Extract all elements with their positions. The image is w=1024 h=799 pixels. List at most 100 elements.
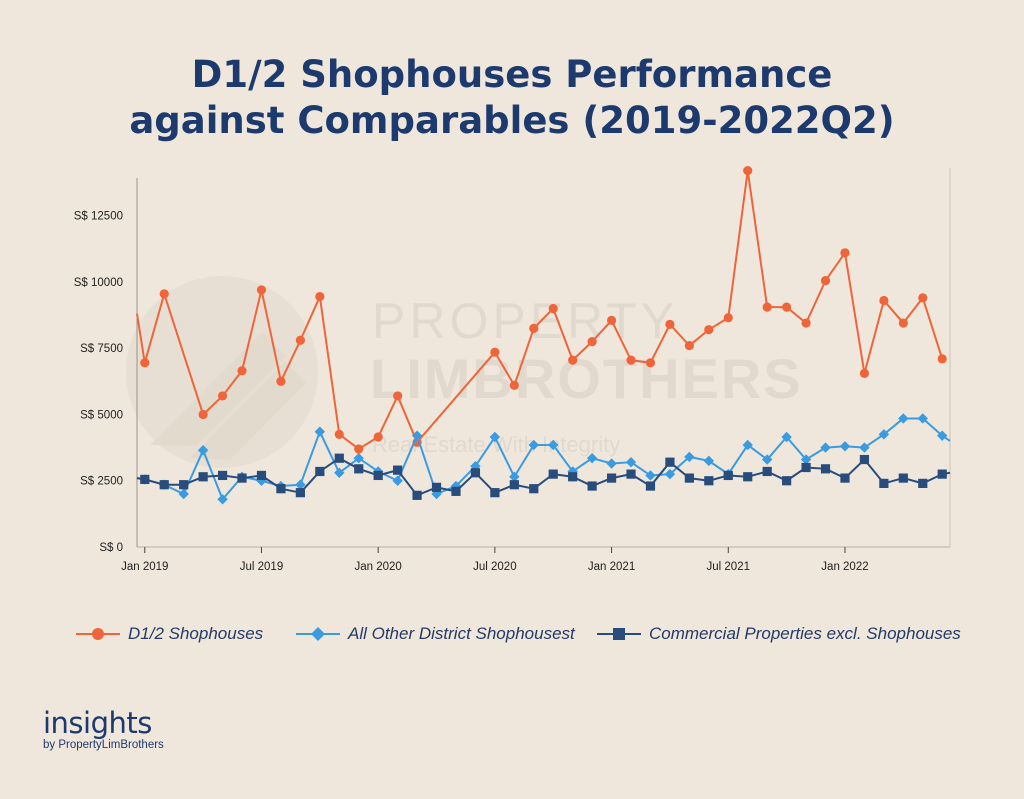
data-point-commercial bbox=[393, 465, 403, 475]
data-point-commercial bbox=[276, 484, 286, 494]
data-point-d12 bbox=[762, 302, 772, 312]
y-tick-label: S$ 5000 bbox=[80, 409, 123, 421]
legend-label-other-district: All Other District Shophousest bbox=[348, 624, 575, 643]
data-point-d12 bbox=[606, 315, 617, 325]
data-point-other-district bbox=[859, 442, 870, 453]
data-point-other-district bbox=[839, 441, 851, 452]
data-point-commercial bbox=[217, 470, 228, 481]
chart-series bbox=[136, 166, 951, 505]
data-point-other-district bbox=[625, 456, 637, 468]
data-point-d12 bbox=[276, 376, 286, 386]
data-point-commercial bbox=[470, 468, 481, 478]
data-point-commercial bbox=[490, 488, 500, 498]
watermark-logo-icon bbox=[126, 276, 318, 468]
data-point-commercial bbox=[723, 470, 733, 481]
data-point-commercial bbox=[159, 480, 169, 490]
data-point-commercial bbox=[782, 476, 792, 486]
data-point-d12 bbox=[509, 380, 519, 390]
data-point-d12 bbox=[295, 335, 305, 345]
watermark: PROPERTY LIMBROTHERS Real Estate With In… bbox=[126, 276, 801, 468]
y-tick-label: S$ 2500 bbox=[80, 476, 123, 488]
data-point-commercial bbox=[859, 454, 870, 465]
data-point-commercial bbox=[140, 474, 150, 485]
data-point-d12 bbox=[490, 347, 500, 357]
data-point-commercial bbox=[704, 476, 714, 486]
data-point-commercial bbox=[237, 473, 247, 483]
chart-title-line-1: D1/2 Shophouses Performance bbox=[191, 53, 833, 96]
data-point-other-district bbox=[781, 431, 792, 443]
data-point-d12 bbox=[334, 429, 344, 439]
data-point-other-district bbox=[295, 479, 306, 490]
chart-title: D1/2 Shophouses Performance against Comp… bbox=[0, 52, 1024, 144]
data-point-d12 bbox=[840, 248, 850, 258]
data-point-other-district bbox=[489, 431, 501, 443]
data-point-d12 bbox=[373, 432, 383, 442]
data-point-commercial bbox=[509, 480, 519, 490]
watermark-line-1: PROPERTY bbox=[372, 293, 678, 349]
data-point-d12 bbox=[898, 318, 908, 328]
data-point-other-district bbox=[548, 439, 559, 451]
data-point-commercial bbox=[295, 488, 305, 498]
data-point-other-district bbox=[645, 470, 656, 481]
data-point-other-district bbox=[917, 413, 928, 424]
data-point-commercial bbox=[820, 464, 831, 474]
chart-title-line-2: against Comparables (2019-2022Q2) bbox=[129, 99, 895, 142]
data-point-other-district bbox=[411, 430, 423, 441]
x-tick-label: Jan 2020 bbox=[355, 561, 402, 573]
data-point-d12 bbox=[645, 358, 656, 368]
legend-item-commercial: Commercial Properties excl. Shophouses bbox=[597, 624, 961, 644]
x-tick-label: Jul 2021 bbox=[707, 561, 750, 573]
data-point-other-district bbox=[586, 453, 598, 464]
data-point-other-district bbox=[898, 413, 909, 424]
data-point-d12 bbox=[587, 336, 597, 347]
legend-other-marker-icon bbox=[296, 627, 340, 641]
data-point-commercial bbox=[334, 453, 344, 463]
data-point-other-district bbox=[937, 430, 948, 441]
legend-label-commercial: Commercial Properties excl. Shophouses bbox=[649, 624, 961, 643]
data-point-other-district bbox=[197, 445, 209, 456]
data-point-commercial bbox=[431, 482, 442, 492]
data-point-other-district bbox=[528, 439, 539, 451]
legend-d12-marker-icon bbox=[76, 628, 120, 640]
data-point-commercial bbox=[412, 490, 422, 500]
data-point-other-district bbox=[314, 426, 326, 437]
data-point-d12 bbox=[217, 391, 228, 401]
brand-logo: insights by PropertyLimBrothers bbox=[43, 708, 164, 751]
data-point-other-district bbox=[334, 467, 345, 478]
data-point-other-district bbox=[820, 442, 831, 453]
x-tick-label: Jan 2021 bbox=[588, 561, 635, 573]
data-point-other-district bbox=[664, 468, 676, 480]
data-point-commercial bbox=[762, 466, 772, 477]
legend-item-other-district: All Other District Shophousest bbox=[296, 624, 575, 644]
data-point-d12 bbox=[859, 368, 870, 379]
brand-wordmark: insights bbox=[43, 706, 152, 740]
data-point-commercial bbox=[198, 472, 208, 482]
data-point-d12 bbox=[684, 340, 694, 351]
data-point-commercial bbox=[626, 469, 636, 479]
data-point-commercial bbox=[684, 473, 694, 483]
data-point-commercial bbox=[665, 457, 675, 467]
data-point-other-district bbox=[353, 453, 364, 464]
data-point-commercial bbox=[587, 481, 597, 491]
y-tick-label: S$ 0 bbox=[99, 542, 123, 554]
data-point-commercial bbox=[548, 469, 558, 479]
data-point-commercial bbox=[451, 486, 461, 496]
data-point-d12 bbox=[782, 302, 792, 312]
data-point-commercial bbox=[645, 481, 656, 491]
data-point-other-district bbox=[392, 475, 403, 486]
data-point-other-district bbox=[509, 471, 520, 482]
data-point-other-district bbox=[878, 429, 890, 440]
data-point-d12 bbox=[315, 291, 325, 302]
data-point-other-district bbox=[217, 494, 228, 505]
data-point-d12 bbox=[237, 366, 247, 376]
data-point-commercial bbox=[879, 478, 889, 488]
data-point-commercial bbox=[606, 473, 617, 483]
data-point-d12 bbox=[723, 313, 733, 323]
data-point-d12 bbox=[820, 276, 831, 286]
data-point-commercial bbox=[568, 472, 578, 482]
x-tick-label: Jan 2022 bbox=[821, 561, 868, 573]
data-point-commercial bbox=[315, 466, 325, 477]
data-point-d12 bbox=[568, 355, 578, 365]
data-point-commercial bbox=[529, 484, 539, 494]
